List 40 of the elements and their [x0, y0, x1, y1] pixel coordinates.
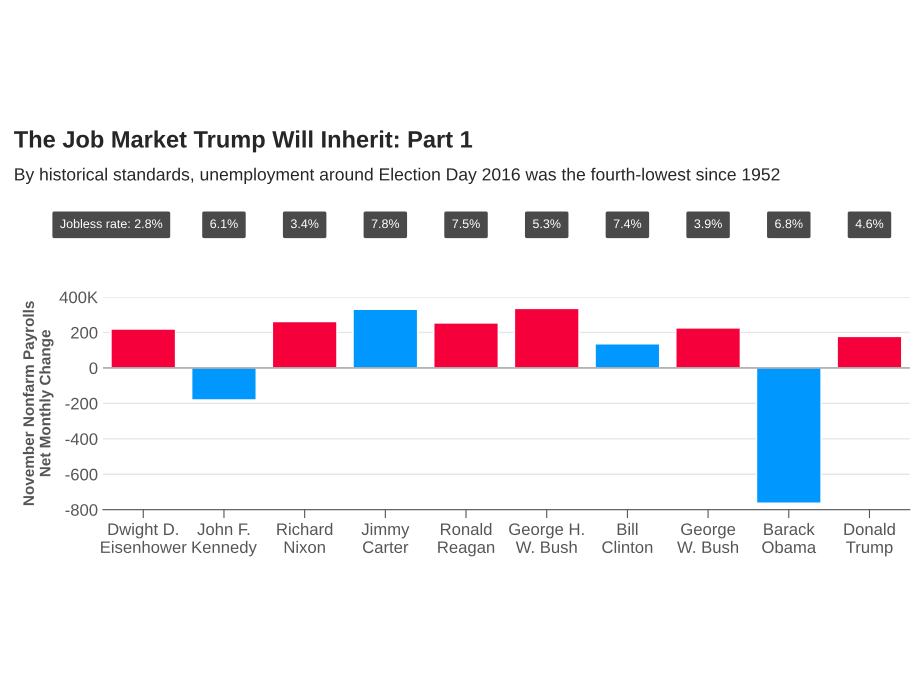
y-tick-label: 400K: [60, 291, 98, 304]
text: 7.5%: [452, 219, 480, 228]
text: 6.8%: [775, 219, 803, 228]
x-tick-label: Barack Obama: [762, 522, 816, 554]
bar: [675, 327, 742, 369]
text: 4.6%: [856, 219, 884, 228]
y-tick-label: -400: [65, 433, 98, 446]
x-tick-label: John F. Kennedy: [192, 522, 257, 556]
text: 7.8%: [372, 219, 400, 228]
bar: [272, 320, 338, 369]
x-tick-label: Bill Clinton: [602, 522, 652, 554]
x-tick-label: George W. Bush: [677, 523, 738, 554]
chart-title: The Job Market Trump Will Inherit: Part 1: [14, 130, 472, 152]
text: Jobless rate: 2.8%: [60, 218, 162, 228]
y-axis-title: November Nonfarm Payrolls Net Monthly Change: [22, 301, 54, 506]
y-tick-label: 0: [89, 362, 98, 374]
bar: [110, 328, 176, 369]
bar: [352, 308, 418, 369]
x-tick-label: George H. W. Bush: [509, 523, 584, 554]
bar: [190, 367, 257, 401]
text: 3.4%: [290, 219, 318, 228]
chart-subtitle: By historical standards, unemployment around Election Day 2016 was the fourth-lowest since 1952: [15, 168, 780, 184]
x-tick-label: Jimmy Carter: [362, 522, 410, 554]
x-tick-label: Dwight D. Eisenhower: [101, 522, 187, 554]
x-tick-label: Donald Trump: [844, 522, 895, 556]
text: 7.4%: [614, 219, 642, 228]
y-tick-label: -200: [65, 398, 98, 410]
bar: [836, 336, 902, 369]
bar: [433, 322, 499, 369]
x-tick-label: Richard Nixon: [277, 522, 332, 554]
bar: [514, 308, 580, 369]
y-tick-label: -600: [65, 468, 98, 480]
x-tick-label: Ronald Reagan: [438, 522, 494, 556]
y-tick-label: -800: [65, 504, 98, 516]
text: 5.3%: [532, 219, 561, 228]
y-tick-label: 200: [71, 326, 98, 339]
text: 6.1%: [210, 219, 238, 228]
text: 3.9%: [694, 219, 722, 228]
bar: [756, 367, 822, 504]
bar: [594, 343, 660, 369]
